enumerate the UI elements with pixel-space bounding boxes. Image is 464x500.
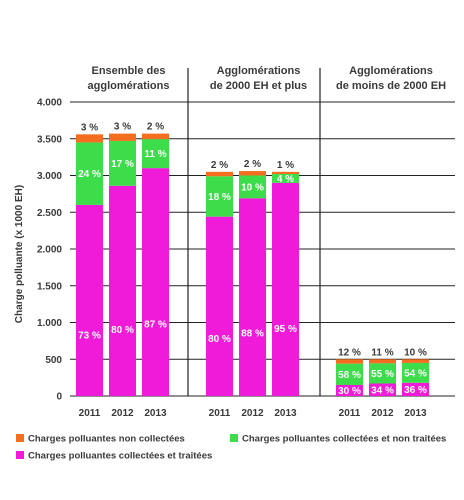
bar-segment bbox=[239, 198, 266, 396]
legend-label: Charges polluantes non collectées bbox=[28, 434, 185, 445]
x-tick-label: 2011 bbox=[339, 408, 361, 419]
bar-segment bbox=[76, 134, 103, 143]
data-label: 2 % bbox=[244, 159, 261, 170]
bar-segment bbox=[336, 363, 363, 385]
bar-segment bbox=[369, 383, 396, 396]
group-title: Agglomérations bbox=[349, 65, 433, 77]
bar-segment bbox=[336, 384, 363, 396]
data-label: 58 % bbox=[338, 370, 361, 381]
bar-segment bbox=[369, 363, 396, 384]
y-axis-label: Charge polluante (x 1000 EH) bbox=[14, 185, 25, 323]
bar-segment bbox=[402, 382, 429, 396]
x-axis: 2011 2012 2013 2011 2012 2013 2011 2012 2013 bbox=[79, 408, 427, 419]
y-tick-label: 0 bbox=[56, 392, 62, 403]
data-label: 87 % bbox=[144, 320, 167, 331]
y-tick-label: 500 bbox=[45, 355, 62, 366]
data-label: 24 % bbox=[78, 169, 101, 180]
y-tick-label: 4.000 bbox=[37, 98, 62, 109]
data-label: 3 % bbox=[114, 122, 131, 133]
x-tick-label: 2013 bbox=[144, 408, 167, 419]
bar-segment bbox=[272, 182, 299, 396]
data-label: 1 % bbox=[277, 160, 294, 171]
data-label: 30 % bbox=[338, 386, 361, 397]
legend: Charges polluantes non collectées Charges… bbox=[16, 434, 446, 462]
data-label: 11 % bbox=[371, 347, 393, 358]
bar-segment bbox=[109, 185, 136, 396]
legend-swatch bbox=[230, 434, 238, 442]
y-axis: 0 500 1.000 1.500 2.000 2.500 3.000 3.500 4.000 bbox=[37, 98, 62, 403]
legend-label: Charges polluantes collectées et non tra… bbox=[242, 434, 446, 445]
x-tick-label: 2012 bbox=[111, 408, 134, 419]
data-label: 11 % bbox=[144, 149, 166, 160]
bar-segment bbox=[142, 168, 169, 396]
y-tick-label: 1.000 bbox=[37, 318, 62, 329]
group-title: Ensemble des bbox=[92, 65, 166, 77]
group-title: Agglomérations bbox=[217, 65, 301, 77]
y-tick-label: 2.000 bbox=[37, 245, 62, 256]
bar-segment bbox=[206, 171, 233, 177]
bar-segment bbox=[402, 362, 429, 383]
group-title: de 2000 EH et plus bbox=[210, 80, 307, 92]
x-tick-label: 2011 bbox=[209, 408, 231, 419]
y-tick-label: 2.500 bbox=[37, 208, 62, 219]
data-label: 18 % bbox=[208, 192, 231, 203]
group-titles: Ensemble des agglomérations Agglomérations… bbox=[88, 65, 447, 92]
bar-segment bbox=[336, 359, 363, 364]
bar-segment bbox=[206, 176, 233, 217]
group-title: agglomérations bbox=[88, 80, 170, 92]
data-label: 3 % bbox=[81, 122, 98, 133]
bar-segment bbox=[402, 359, 429, 363]
bar-segment bbox=[76, 204, 103, 396]
x-tick-label: 2011 bbox=[79, 408, 101, 419]
data-label: 54 % bbox=[404, 368, 427, 379]
data-label: 88 % bbox=[241, 329, 264, 340]
x-tick-label: 2013 bbox=[404, 408, 427, 419]
y-tick-label: 3.000 bbox=[37, 171, 62, 182]
data-label: 36 % bbox=[404, 385, 427, 396]
data-label: 10 % bbox=[404, 347, 427, 358]
bar-segment bbox=[76, 142, 103, 205]
data-label: 80 % bbox=[111, 325, 134, 336]
bar-segment bbox=[142, 133, 169, 140]
legend-swatch bbox=[16, 451, 24, 459]
data-label: 80 % bbox=[208, 334, 231, 345]
bar-segment bbox=[369, 359, 396, 364]
bar-segment bbox=[109, 133, 136, 141]
x-tick-label: 2012 bbox=[371, 408, 394, 419]
bar-segment bbox=[272, 174, 299, 183]
bar-segment bbox=[239, 171, 266, 176]
bar-segment bbox=[206, 216, 233, 396]
bar-segment bbox=[239, 175, 266, 199]
data-label: 2 % bbox=[147, 122, 164, 133]
bars: 73 % 24 % 3 % 80 % 17 % 3 % 87 % 11 % 2 % 80 % 18 … bbox=[76, 122, 429, 397]
data-label: 10 % bbox=[241, 182, 264, 193]
x-tick-label: 2013 bbox=[274, 408, 297, 419]
bar-segment bbox=[109, 140, 136, 186]
data-label: 55 % bbox=[371, 369, 394, 380]
data-label: 12 % bbox=[338, 347, 361, 358]
data-label: 34 % bbox=[371, 385, 394, 396]
legend-swatch bbox=[16, 434, 24, 442]
bar-segment bbox=[272, 171, 299, 175]
legend-label: Charges polluantes collectées et traitée… bbox=[28, 451, 212, 462]
group-title: de moins de 2000 EH bbox=[336, 80, 446, 92]
data-label: 2 % bbox=[211, 160, 228, 171]
data-label: 17 % bbox=[111, 159, 134, 170]
data-label: 4 % bbox=[277, 174, 294, 185]
group-dividers bbox=[187, 68, 321, 396]
bar-segment bbox=[142, 139, 169, 169]
y-tick-label: 3.500 bbox=[37, 134, 62, 145]
y-tick-label: 1.500 bbox=[37, 281, 62, 292]
x-tick-label: 2012 bbox=[241, 408, 264, 419]
data-label: 73 % bbox=[78, 331, 101, 342]
data-label: 95 % bbox=[274, 324, 297, 335]
